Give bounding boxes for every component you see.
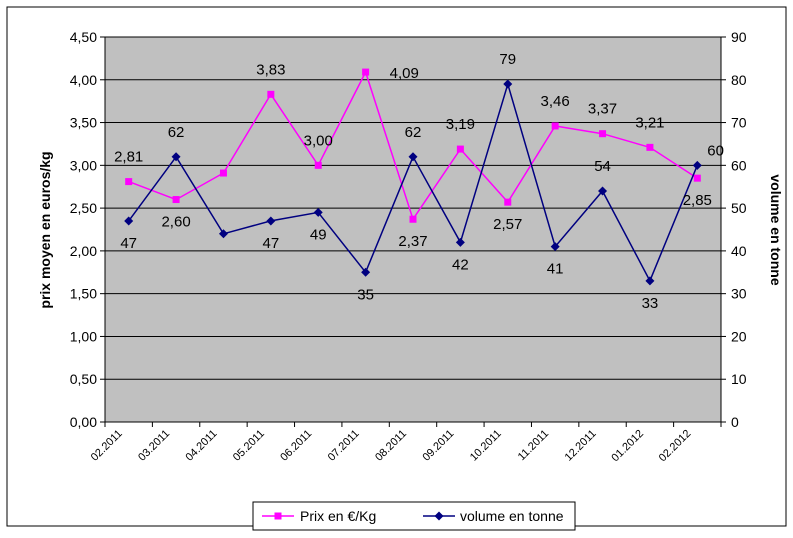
data-point (599, 130, 607, 138)
y2-tick-label: 10 (731, 371, 747, 387)
data-point (172, 196, 180, 204)
plot-area (104, 36, 722, 423)
data-point (219, 169, 227, 177)
y-tick-label: 1,00 (70, 328, 97, 344)
data-point (503, 79, 513, 89)
legend-marker-price (274, 512, 282, 520)
data-label: 3,21 (635, 114, 664, 131)
data-label: 54 (594, 158, 611, 175)
data-label: 47 (263, 235, 280, 252)
data-point (409, 215, 417, 223)
legend-box (252, 501, 576, 531)
grid-lines (105, 36, 721, 380)
y2-tick-label: 70 (731, 115, 747, 131)
data-label: 2,37 (398, 233, 427, 250)
data-point (692, 160, 702, 170)
data-point (362, 68, 370, 76)
y2-tick-label: 50 (731, 200, 747, 216)
data-point (314, 161, 322, 169)
y-tick-label: 4,50 (70, 29, 97, 45)
data-label: 49 (310, 226, 327, 243)
data-point (267, 90, 275, 98)
data-label: 3,83 (256, 61, 285, 78)
data-point (171, 152, 181, 162)
series-1 (124, 79, 702, 286)
data-point (361, 267, 371, 277)
data-label: 4,09 (390, 65, 419, 82)
data-point (266, 216, 276, 226)
data-point (693, 174, 701, 182)
y-tick-label: 3,00 (70, 157, 97, 173)
y2-tick-label: 80 (731, 72, 747, 88)
y-axis-title: prix moyen en euros/kg (37, 151, 53, 308)
legend: Prix en €/Kg volume en tonne (252, 501, 576, 531)
data-label: 2,85 (683, 192, 712, 209)
y2-tick-label: 0 (731, 414, 739, 430)
y2-tick-label: 40 (731, 243, 747, 259)
data-label: 2,81 (114, 149, 143, 166)
data-point (456, 145, 464, 153)
data-label: 62 (405, 124, 422, 141)
data-point (124, 216, 134, 226)
data-point (646, 143, 654, 151)
data-point (504, 198, 512, 206)
series (124, 68, 702, 286)
data-label: 42 (452, 256, 469, 273)
y2-tick-label: 30 (731, 286, 747, 302)
data-label: 33 (642, 295, 659, 312)
y-tick-label: 2,50 (70, 200, 97, 216)
data-point (645, 276, 655, 286)
data-point (218, 229, 228, 239)
data-label: 47 (120, 235, 137, 252)
data-label: 3,00 (304, 132, 333, 149)
y-tick-label: 3,50 (70, 115, 97, 131)
data-point (125, 178, 133, 186)
data-label: 2,60 (161, 214, 190, 231)
data-label: 62 (168, 124, 185, 141)
data-label: 3,19 (446, 116, 475, 133)
data-label: 60 (707, 142, 724, 159)
data-point (313, 207, 323, 217)
y-tick-label: 4,00 (70, 72, 97, 88)
data-label: 35 (357, 286, 374, 303)
data-point (550, 242, 560, 252)
data-label: 3,37 (588, 101, 617, 118)
legend-marker-volume (434, 511, 444, 521)
legend-label-volume: volume en tonne (460, 508, 564, 524)
y-tick-label: 0,50 (70, 371, 97, 387)
y-tick-label: 0,00 (70, 414, 97, 430)
data-labels: 2,81 2,60 3,83 3,00 4,09 2,37 3,19 2,57 3,46 3,37… (114, 51, 724, 312)
data-label: 3,46 (541, 93, 570, 110)
legend-label-price: Prix en €/Kg (300, 508, 376, 524)
data-label: 2,57 (493, 216, 522, 233)
y2-tick-label: 90 (731, 29, 747, 45)
data-point (408, 152, 418, 162)
data-point (455, 237, 465, 247)
data-label: 41 (547, 261, 564, 278)
data-label: 79 (499, 51, 516, 68)
y2-tick-label: 20 (731, 328, 747, 344)
y2-tick-label: 60 (731, 157, 747, 173)
y2-axis-title: volume en tonne (768, 174, 784, 285)
series-0 (125, 68, 701, 223)
data-point (551, 122, 559, 130)
data-point (598, 186, 608, 196)
y-tick-label: 1,50 (70, 286, 97, 302)
y-tick-label: 2,00 (70, 243, 97, 259)
